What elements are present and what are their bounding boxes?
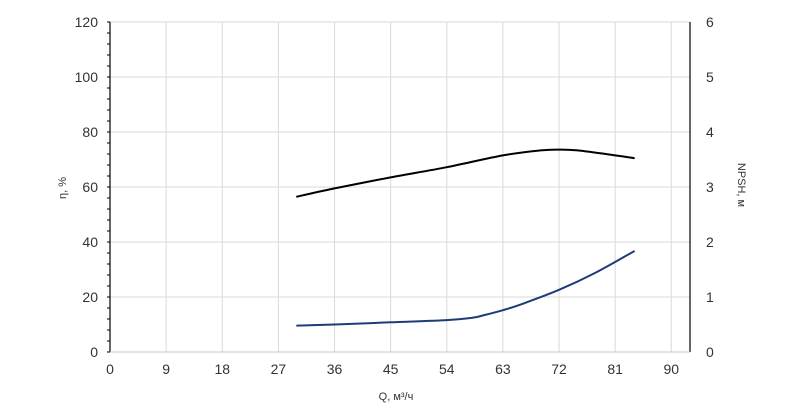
- y-right-tick-label: 3: [706, 179, 714, 195]
- y-axis-right-title: NPSH, м: [735, 163, 747, 207]
- y-left-tick-label: 80: [82, 124, 98, 140]
- gridlines: [110, 21, 690, 352]
- y-left-tick-label: 100: [75, 69, 99, 85]
- x-tick-label: 72: [551, 361, 567, 377]
- x-tick-label: 90: [664, 361, 680, 377]
- x-tick-label: 9: [162, 361, 170, 377]
- y-right-tick-label: 6: [706, 14, 714, 30]
- y-axis-left-title: η, %: [57, 177, 69, 199]
- x-tick-label: 81: [607, 361, 623, 377]
- y-right-tick-label: 0: [706, 344, 714, 360]
- x-axis-title: Q, м³/ч: [379, 391, 414, 403]
- x-tick-label: 27: [271, 361, 287, 377]
- y-left-tick-label: 120: [75, 14, 99, 30]
- y-right-tick-label: 2: [706, 234, 714, 250]
- series: [296, 148, 635, 327]
- y-left-tick-label: 40: [82, 234, 98, 250]
- x-tick-label: 0: [106, 361, 114, 377]
- x-tick-label: 36: [327, 361, 343, 377]
- x-tick-label: 54: [439, 361, 455, 377]
- npsh-curve: [296, 250, 635, 327]
- x-tick-label: 63: [495, 361, 511, 377]
- y-left-tick-label: 0: [90, 344, 98, 360]
- y-right-tick-label: 4: [706, 124, 714, 140]
- x-tick-label: 45: [383, 361, 399, 377]
- y-right-tick-label: 5: [706, 69, 714, 85]
- y-right-tick-label: 1: [706, 289, 714, 305]
- x-tick-label: 18: [214, 361, 230, 377]
- y-left-tick-label: 20: [82, 289, 98, 305]
- efficiency-curve: [296, 148, 635, 198]
- y-left-tick-label: 60: [82, 179, 98, 195]
- axes: [107, 21, 691, 353]
